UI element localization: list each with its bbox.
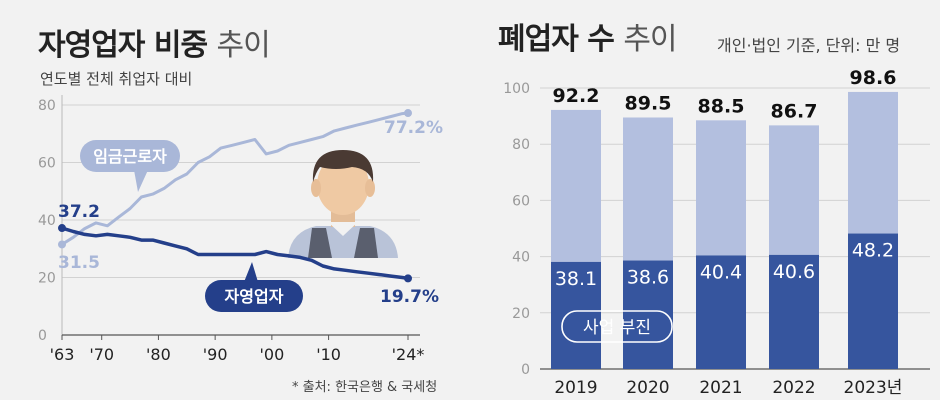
right-chart-title: 폐업자 수 추이 <box>498 14 678 58</box>
right-x-tick: 2023년 <box>844 378 903 398</box>
series-start-point <box>58 224 66 233</box>
left-y-tick: 40 <box>38 213 56 229</box>
self-callout-bubble <box>205 280 303 312</box>
right-y-tick: 40 <box>512 250 530 266</box>
bar-business-slump <box>551 261 601 369</box>
slump-series-label: 사업 부진 <box>583 318 651 338</box>
left-title-bold: 자영업자 비중 <box>38 28 208 63</box>
wage-start-label: 31.5 <box>58 253 100 273</box>
bar-total-label: 88.5 <box>698 95 745 117</box>
left-y-tick: 60 <box>38 156 56 172</box>
worker-face <box>317 155 369 215</box>
bar-total-label: 98.6 <box>850 67 897 89</box>
slump-callout-bubble <box>561 310 673 343</box>
right-y-tick: 100 <box>503 81 530 97</box>
bar-business-slump <box>769 254 819 369</box>
left-x-tick: '90 <box>203 345 228 364</box>
right-y-tick: 0 <box>521 362 530 378</box>
right-x-tick: 2022 <box>772 378 815 398</box>
bar-slump-label: 40.6 <box>773 261 815 283</box>
left-y-tick: 20 <box>38 271 56 287</box>
bar-total-label: 89.5 <box>625 93 672 115</box>
left-chart-title: 자영업자 비중 추이 <box>38 20 271 64</box>
worker-apron-left <box>308 228 332 258</box>
right-title-bold: 폐업자 수 <box>498 22 615 57</box>
series-start-point <box>58 240 66 249</box>
left-x-tick: '80 <box>146 345 171 364</box>
right-x-tick: 2020 <box>626 378 669 398</box>
bar-business-slump <box>623 260 673 369</box>
self-end-label: 19.7% <box>380 287 439 307</box>
bar-slump-label: 48.2 <box>852 240 894 262</box>
left-x-tick: '63 <box>50 345 75 364</box>
right-title-light: 추이 <box>623 22 677 57</box>
right-y-tick: 60 <box>512 193 530 209</box>
left-chart-subtitle: 연도별 전체 취업자 대비 <box>40 70 193 88</box>
self-series-label: 자영업자 <box>225 287 284 306</box>
worker-apron-right <box>354 228 378 258</box>
bar-slump-label: 38.1 <box>555 268 597 290</box>
right-x-tick: 2019 <box>554 378 597 398</box>
bar-total-label: 92.2 <box>553 85 600 107</box>
series-line-wage-workers <box>61 111 409 246</box>
worker-hair <box>312 150 374 182</box>
left-y-tick: 0 <box>38 328 47 344</box>
source-note: * 출처: 한국은행 & 국세청 <box>292 380 438 395</box>
wage-callout-tail <box>134 170 148 192</box>
left-title-light: 추이 <box>216 28 271 63</box>
bar-slump-label: 40.4 <box>700 261 742 283</box>
series-end-point <box>404 274 412 283</box>
left-y-tick: 80 <box>38 98 56 114</box>
series-end-point <box>404 109 412 118</box>
left-x-tick: '24* <box>392 345 425 364</box>
right-y-tick: 20 <box>512 306 530 322</box>
self-callout-tail <box>244 262 258 282</box>
worker-ear-right <box>365 179 375 197</box>
wage-series-label: 임금근로자 <box>93 147 167 166</box>
left-x-tick: '00 <box>259 345 284 364</box>
right-chart-note: 개인·법인 기준, 단위: 만 명 <box>717 36 901 55</box>
right-y-tick: 80 <box>512 137 530 153</box>
wage-callout-bubble <box>80 140 180 172</box>
self-start-label: 37.2 <box>58 202 100 222</box>
worker-collar <box>328 222 358 236</box>
left-x-tick: '70 <box>89 345 114 364</box>
left-x-tick: '10 <box>316 345 341 364</box>
worker-ear-left <box>311 179 321 197</box>
bar-total-label: 86.7 <box>771 100 818 122</box>
bar-business-slump <box>848 233 898 369</box>
bar-business-slump <box>696 255 746 369</box>
wage-end-label: 77.2% <box>384 118 443 138</box>
right-x-tick: 2021 <box>699 378 742 398</box>
series-line-self-employed <box>61 226 409 281</box>
bar-slump-label: 38.6 <box>627 267 669 289</box>
worker-illustration <box>288 150 398 258</box>
